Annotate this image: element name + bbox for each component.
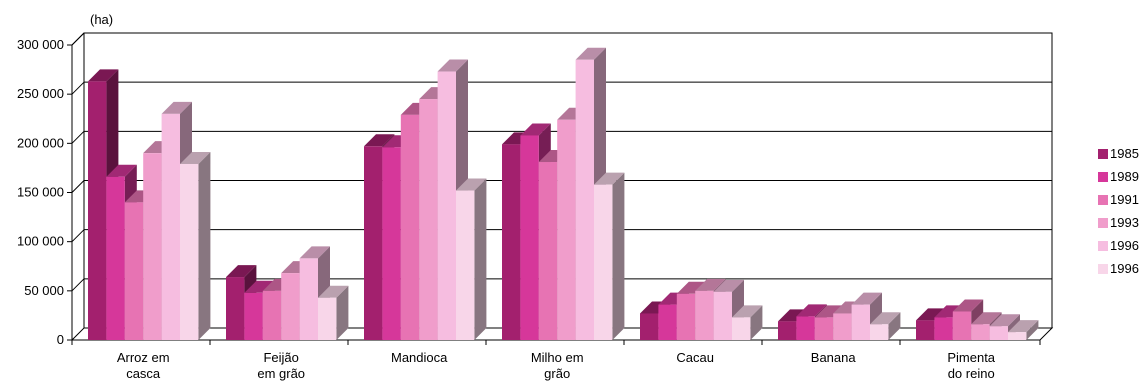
- y-tick-label: 200 000: [17, 135, 64, 150]
- bar: [594, 173, 624, 340]
- legend-swatch: [1098, 241, 1108, 251]
- bar-front: [419, 99, 437, 340]
- bar-front: [1008, 332, 1026, 340]
- bar-front: [778, 321, 796, 340]
- category-label: Pimenta: [947, 350, 995, 365]
- bar-front: [401, 115, 419, 340]
- bar-front: [990, 326, 1008, 340]
- bar-front: [318, 298, 336, 340]
- y-tick-label: 250 000: [17, 86, 64, 101]
- bar-front: [796, 316, 814, 340]
- bar-front: [244, 293, 262, 340]
- bar-front: [520, 135, 538, 340]
- y-unit-label: (ha): [90, 12, 113, 27]
- category-label: Cacau: [676, 350, 714, 365]
- category-label: Feijão: [263, 350, 298, 365]
- bar-front: [971, 324, 989, 340]
- legend-label: 1996: [1110, 238, 1139, 253]
- bar-front: [934, 317, 952, 340]
- bar-front: [539, 162, 557, 340]
- bar-front: [576, 60, 594, 340]
- bar-front: [438, 72, 456, 340]
- legend-label: 1996: [1110, 261, 1139, 276]
- y-axis-top: [72, 33, 84, 45]
- bar-front: [953, 311, 971, 340]
- category-label: Arroz em: [117, 350, 170, 365]
- legend-label: 1991: [1110, 192, 1139, 207]
- bar-side: [612, 173, 624, 340]
- bar-front: [833, 313, 851, 340]
- category-label: Milho em: [531, 350, 584, 365]
- bar-front: [732, 317, 750, 340]
- bar: [456, 179, 486, 340]
- legend-swatch: [1098, 218, 1108, 228]
- bar-front: [658, 305, 676, 340]
- y-tick-label: 150 000: [17, 185, 64, 200]
- bar-front: [557, 120, 575, 340]
- bar-front: [382, 147, 400, 340]
- bar-front: [815, 317, 833, 340]
- bar-front: [640, 313, 658, 340]
- bar-front: [695, 291, 713, 340]
- gridline-diagonal: [72, 82, 84, 94]
- bar-front: [263, 291, 281, 340]
- y-tick-label: 300 000: [17, 37, 64, 52]
- bar-front: [180, 164, 198, 340]
- category-label: Mandioca: [391, 350, 448, 365]
- bars: [88, 48, 1038, 340]
- y-tick-label: 100 000: [17, 234, 64, 249]
- gridline-diagonal: [72, 131, 84, 143]
- bar-side: [474, 179, 486, 340]
- bar-front: [88, 81, 106, 340]
- bar-front: [162, 114, 180, 340]
- category-label: em grão: [257, 366, 305, 381]
- bar-front: [502, 144, 520, 340]
- category-label: casca: [126, 366, 161, 381]
- gridline-diagonal: [72, 230, 84, 242]
- bar-front: [281, 273, 299, 340]
- category-label: Banana: [811, 350, 857, 365]
- legend-label: 1993: [1110, 215, 1139, 230]
- legend-swatch: [1098, 264, 1108, 274]
- bar-front: [870, 324, 888, 340]
- bar-front: [300, 258, 318, 340]
- bar-front: [143, 153, 161, 340]
- bar-front: [852, 305, 870, 340]
- bar-front: [364, 146, 382, 340]
- bar-front: [714, 292, 732, 340]
- legend-swatch: [1098, 149, 1108, 159]
- bar-front: [916, 320, 934, 340]
- bar-side: [198, 152, 210, 340]
- legend: 1985 1989 1991 1993 1996 1996: [1098, 146, 1139, 276]
- gridline-diagonal: [72, 279, 84, 291]
- category-label: grão: [544, 366, 570, 381]
- gridline-diagonal: [72, 181, 84, 193]
- y-tick-label: 50 000: [24, 283, 64, 298]
- legend-label: 1985: [1110, 146, 1139, 161]
- bar: [180, 152, 210, 340]
- bar-front: [456, 191, 474, 340]
- legend-swatch: [1098, 195, 1108, 205]
- category-label: do reino: [948, 366, 995, 381]
- bar: [318, 286, 348, 340]
- legend-label: 1989: [1110, 169, 1139, 184]
- bar-front: [677, 294, 695, 340]
- bar-front: [226, 277, 244, 340]
- y-tick-label: 0: [57, 332, 64, 347]
- bar-front: [125, 202, 143, 340]
- legend-swatch: [1098, 172, 1108, 182]
- bar-front: [106, 177, 124, 340]
- bar-front: [594, 185, 612, 340]
